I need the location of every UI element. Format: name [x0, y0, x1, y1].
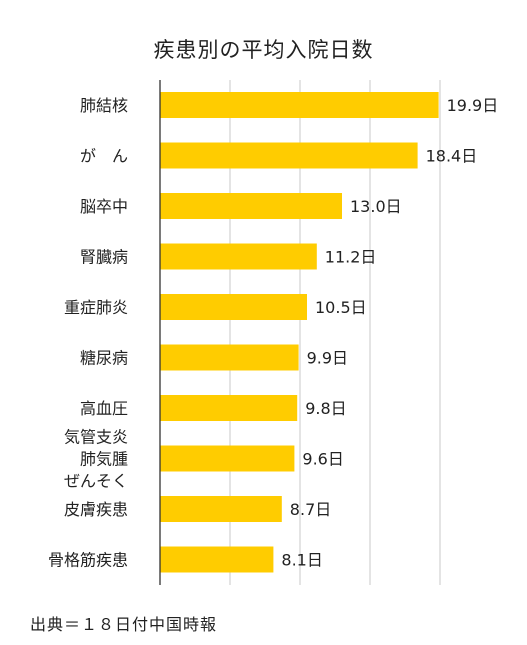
category-label-line: 糖尿病: [80, 349, 128, 368]
value-label: 9.9日: [307, 349, 348, 368]
chart-title: 疾患別の平均入院日数: [153, 38, 374, 62]
bar: [160, 395, 298, 421]
category-label: 肺結核: [80, 96, 128, 115]
value-labels: 19.9日 18.4日 13.0日 11.2日 10.5日 9.9日 9.8日 9.6日 8.7…: [281, 96, 498, 570]
category-label-line: 肺結核: [80, 96, 128, 115]
category-label-line: 高血圧: [80, 399, 128, 418]
bar: [160, 445, 295, 472]
value-label: 10.5日: [315, 298, 367, 317]
source-note: 出典＝１８日付中国時報: [30, 615, 218, 634]
category-label: 気管支炎肺気腫ぜんそく: [64, 428, 128, 491]
category-label: 高血圧: [80, 399, 128, 418]
bars: [160, 92, 439, 573]
value-label: 13.0日: [350, 197, 402, 216]
category-label-line: ぜんそく: [64, 472, 128, 491]
value-label: 8.7日: [290, 500, 331, 519]
category-label: 重症肺炎: [64, 298, 128, 317]
value-label: 18.4日: [426, 147, 478, 166]
category-label-line: 皮膚疾患: [64, 500, 128, 519]
category-label: 皮膚疾患: [64, 500, 128, 519]
category-label: が ん: [80, 147, 128, 166]
category-label: 糖尿病: [80, 349, 128, 368]
bar: [160, 142, 418, 169]
bar: [160, 546, 274, 573]
category-label-line: 腎臓病: [80, 248, 128, 267]
value-label: 11.2日: [325, 248, 377, 267]
category-label-line: 重症肺炎: [64, 298, 128, 317]
category-label-line: 肺気腫: [80, 450, 128, 469]
value-label: 8.1日: [281, 551, 322, 570]
bar: [160, 92, 439, 118]
bar: [160, 243, 317, 270]
category-label-line: 気管支炎: [64, 428, 128, 447]
bar: [160, 294, 307, 320]
value-label: 9.8日: [305, 399, 346, 418]
bar: [160, 193, 342, 219]
category-label-line: 脳卒中: [80, 197, 128, 216]
category-label: 骨格筋疾患: [48, 551, 128, 570]
value-label: 19.9日: [447, 96, 499, 115]
category-label-line: 骨格筋疾患: [48, 551, 128, 570]
value-label: 9.6日: [302, 450, 343, 469]
bar: [160, 344, 299, 371]
category-label: 脳卒中: [80, 197, 128, 216]
category-label: 腎臓病: [80, 248, 128, 267]
category-label-line: が ん: [80, 147, 128, 166]
bar: [160, 496, 282, 522]
